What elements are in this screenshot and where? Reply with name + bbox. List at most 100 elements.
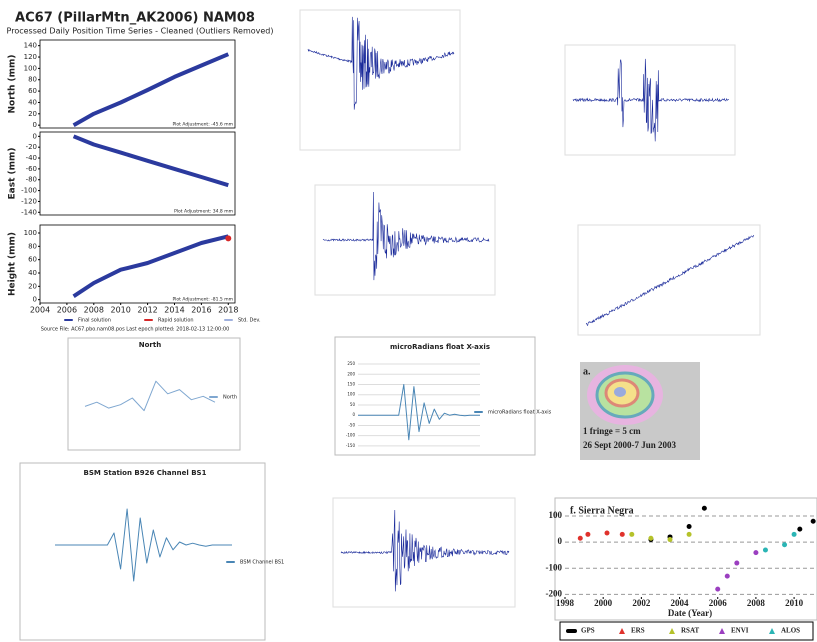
seismogram-frame (577, 224, 761, 336)
point (225, 235, 232, 242)
point (791, 531, 797, 537)
image-caption: 26 Sept 2000-7 Jun 2003 (583, 440, 677, 450)
x-tick-label: 2014 (164, 306, 184, 315)
y-tick-label: -100 (21, 187, 37, 195)
y-tick-label: 60 (28, 87, 37, 95)
y-tick-label: -120 (21, 197, 37, 205)
chart-title: f. Sierra Negra (570, 505, 634, 516)
chart-frame (554, 497, 817, 621)
point (667, 537, 673, 543)
annotation: Plot Adjustment: -81.5 mm (172, 297, 233, 303)
y-tick-label: 0 (33, 121, 37, 129)
series-line (72, 234, 229, 298)
legend-label: ALOS (781, 627, 800, 635)
y-tick-label: -50 (348, 422, 355, 427)
x-tick-label: 2012 (137, 306, 157, 315)
x-tick-label: 2008 (84, 306, 104, 315)
legend-symbol (619, 628, 625, 634)
seismogram-frame (299, 9, 461, 151)
point (585, 531, 591, 537)
y-tick-label: 40 (28, 98, 37, 106)
waveform (572, 58, 730, 142)
y-tick-label: -200 (546, 588, 563, 598)
y-tick-label: 20 (28, 282, 37, 290)
y-tick-label: -100 (546, 562, 563, 572)
chart-subtitle: Processed Daily Position Time Series - C… (7, 27, 274, 36)
point (810, 518, 816, 524)
point (577, 535, 583, 541)
annotation: Plot Adjustment: 34.8 mm (174, 209, 233, 215)
x-tick-label: 2004 (30, 306, 50, 315)
image-caption: 1 fringe = 5 cm (583, 426, 641, 436)
seismogram-frame (314, 184, 496, 296)
y-tick-label: 100 (347, 392, 355, 397)
y-tick-label: -80 (26, 176, 37, 184)
point (648, 535, 654, 541)
series-line (72, 52, 230, 127)
y-axis-label: Height (mm) (8, 232, 18, 296)
legend-label: Rapid solution (158, 318, 194, 324)
chart-title: AC67 (PillarMtn_AK2006) NAM08 (15, 11, 255, 26)
y-tick-label: 80 (28, 242, 37, 250)
chart-title: microRadians float X-axis (390, 343, 490, 351)
point (797, 526, 803, 532)
y-tick-label: 0 (558, 536, 563, 546)
legend-label: RSAT (681, 627, 699, 635)
x-tick-label: 2010 (785, 598, 804, 608)
y-axis-label: East (mm) (8, 148, 18, 200)
legend-label: ENVI (731, 627, 749, 635)
chart-frame (67, 337, 241, 451)
legend-label: Std. Dev. (238, 318, 261, 324)
legend-label: ERS (631, 627, 645, 635)
series-line (358, 384, 480, 441)
x-tick-label: 2008 (747, 598, 766, 608)
series-line (72, 134, 229, 188)
fringe (614, 387, 626, 397)
y-tick-label: 80 (28, 76, 37, 84)
x-tick-label: 2004 (671, 598, 690, 608)
x-tick-label: 2002 (632, 598, 651, 608)
y-tick-label: 100 (24, 229, 37, 237)
y-tick-label: -20 (26, 143, 37, 151)
y-tick-label: 100 (24, 64, 37, 72)
y-tick-label: 150 (347, 382, 355, 387)
legend-symbol (669, 628, 675, 634)
point (686, 524, 692, 529)
chart-frame (19, 462, 266, 641)
y-tick-label: -150 (346, 443, 356, 448)
y-tick-label: 20 (28, 110, 37, 118)
legend-box (559, 621, 814, 641)
annotation: Plot Adjustment: -45.6 mm (172, 122, 233, 128)
x-tick-label: 1998 (556, 598, 575, 608)
series-line (55, 508, 232, 582)
y-tick-label: 100 (549, 510, 563, 520)
y-tick-label: 40 (28, 269, 37, 277)
interferogram: a. 1 fringe = 5 cm 26 Sept 2000-7 Jun 20… (580, 362, 700, 460)
y-tick-label: 200 (347, 371, 355, 376)
point (753, 550, 759, 556)
plot-frame (39, 224, 236, 304)
y-tick-label: 250 (347, 361, 355, 366)
point (701, 505, 707, 511)
legend-symbol (769, 628, 775, 634)
waveform (340, 509, 510, 592)
legend-label: Final solution (78, 318, 111, 324)
point (715, 586, 721, 592)
point (619, 531, 625, 537)
legend-label: North (223, 395, 237, 401)
legend-label: GPS (581, 627, 595, 635)
source-note: Source File: AC67.pbo.nam08.pos Last epo… (41, 327, 230, 333)
seismogram-frame (564, 44, 736, 156)
point (762, 547, 768, 553)
y-tick-label: 120 (24, 53, 37, 61)
legend-label: BSM Channel BS1 (240, 560, 284, 566)
x-tick-label: 2010 (111, 306, 131, 315)
point (734, 560, 740, 566)
x-tick-label: 2016 (191, 306, 211, 315)
point (686, 531, 692, 537)
plot-frame (39, 131, 236, 216)
legend-label: microRadians float X-axis (488, 410, 552, 416)
y-tick-label: -60 (26, 165, 37, 173)
x-axis-label: Date (Year) (668, 608, 712, 618)
